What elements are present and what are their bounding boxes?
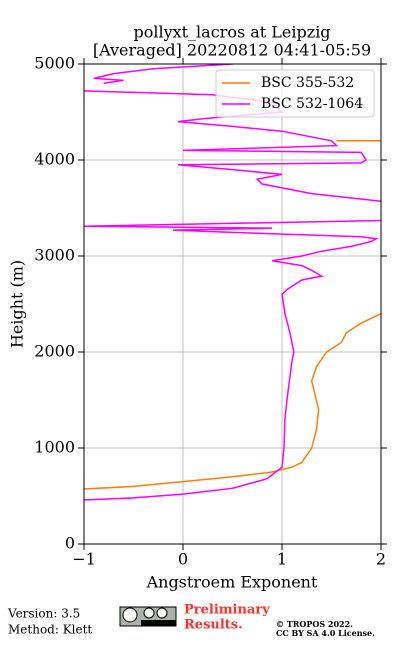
y-tick-label: 1000 [34, 438, 75, 457]
y-tick-label: 3000 [34, 246, 75, 265]
y-tick-label: 0 [65, 534, 75, 553]
y-tick-label: 2000 [34, 342, 75, 361]
legend-label: BSC 532-1064 [261, 96, 363, 112]
cc-icon [119, 606, 177, 627]
version: Version: 3.5 [7, 607, 80, 621]
copyright: © TROPOS 2022. [276, 619, 353, 629]
preliminary: Preliminary [184, 603, 270, 618]
x-tick-label: 2 [376, 550, 386, 569]
legend-box [215, 69, 375, 118]
y-tick-label: 5000 [34, 54, 75, 73]
y-tick-label: 4000 [34, 150, 75, 169]
series-line [84, 140, 381, 490]
x-tick-label: 0 [178, 550, 188, 569]
license: CC BY SA 4.0 License. [276, 628, 375, 638]
plot-frame [83, 63, 382, 545]
x-tick-label: 1 [277, 550, 287, 569]
preliminary: Results. [184, 618, 243, 633]
legend-label: BSC 355-532 [261, 75, 354, 91]
chart-title: pollyxt_lacros at Leipzig [133, 23, 330, 42]
x-axis-label: Angstroem Exponent [146, 573, 318, 592]
chart-subtitle: [Averaged] 20220812 04:41-05:59 [93, 41, 371, 60]
y-axis-label: Height (m) [8, 260, 27, 348]
method: Method: Klett [8, 623, 92, 637]
x-tick-label: −1 [72, 550, 96, 569]
